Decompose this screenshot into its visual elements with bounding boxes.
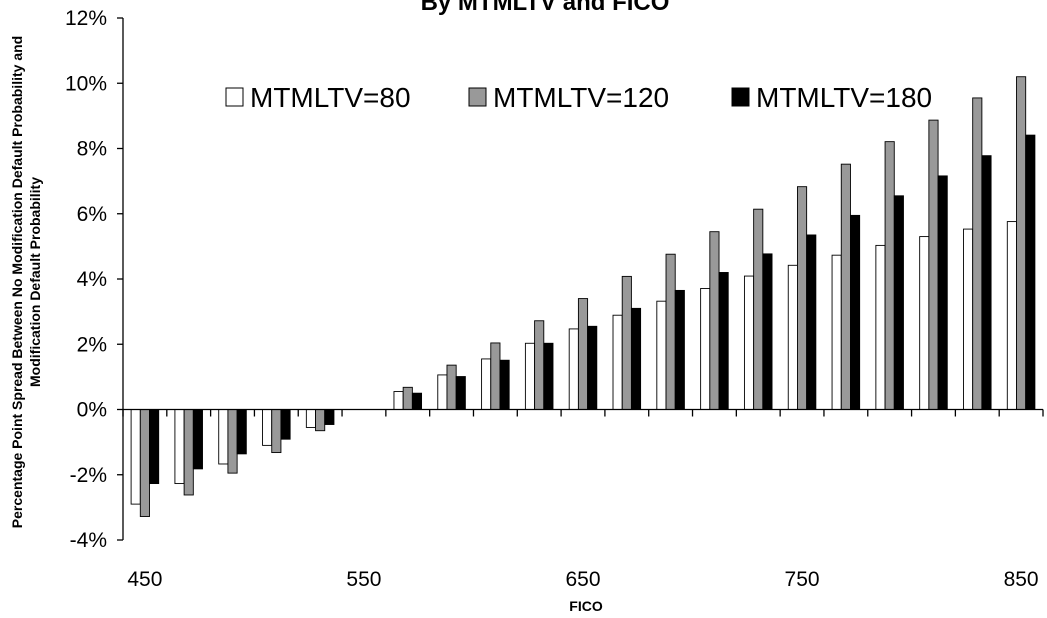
y-tick-label: 2% <box>77 333 107 356</box>
bar-mtmltv-80-510 <box>262 409 273 446</box>
bar-mtmltv-120-730 <box>753 208 764 410</box>
y-tick-label: 0% <box>77 399 107 422</box>
bar-mtmltv-180-470 <box>192 409 203 470</box>
bar-mtmltv-80-650 <box>568 328 579 410</box>
bar-mtmltv-80-470 <box>174 409 185 485</box>
bar-mtmltv-80-450 <box>130 409 141 505</box>
x-tick-label: 650 <box>565 568 600 591</box>
x-tick-label: 450 <box>127 568 162 591</box>
bar-mtmltv-180-570 <box>411 392 423 410</box>
y-axis-label: Percentage Point Spread Between No Modif… <box>9 36 43 528</box>
y-tick-label: -4% <box>70 529 107 552</box>
bar-mtmltv-180-610 <box>499 359 510 410</box>
legend-swatch-mtmltv-120 <box>468 87 487 107</box>
y-tick-label: 8% <box>77 138 107 161</box>
bar-mtmltv-120-630 <box>534 320 545 410</box>
bar-mtmltv-80-670 <box>612 314 623 410</box>
bar-mtmltv-80-710 <box>700 288 711 410</box>
bar-mtmltv-180-490 <box>236 409 247 455</box>
bar-mtmltv-120-750 <box>796 186 808 410</box>
bar-mtmltv-120-590 <box>446 364 457 410</box>
y-tick-label: 12% <box>65 7 107 30</box>
bar-mtmltv-80-750 <box>787 264 798 410</box>
bar-mtmltv-180-670 <box>630 307 642 410</box>
y-tick-label: 6% <box>77 203 107 226</box>
bar-mtmltv-120-830 <box>972 97 983 410</box>
bar-mtmltv-180-450 <box>149 409 160 485</box>
bar-mtmltv-180-790 <box>893 195 904 410</box>
bar-mtmltv-80-790 <box>875 244 886 410</box>
legend: MTMLTV=80 MTMLTV=120 MTMLTV=180 <box>225 82 932 113</box>
bar-mtmltv-80-530 <box>305 409 316 428</box>
bar-mtmltv-120-790 <box>884 141 895 410</box>
bar-mtmltv-80-850 <box>1006 221 1017 410</box>
bar-mtmltv-180-510 <box>280 409 291 440</box>
bar-mtmltv-120-450 <box>139 409 150 517</box>
bar-mtmltv-180-630 <box>543 342 554 410</box>
plot-area: -4% -2% 0% 2% 4% 6% 8% 10% 12% 450 550 650 750 850 <box>65 7 1044 591</box>
bar-mtmltv-120-670 <box>621 275 632 410</box>
bar-mtmltv-80-490 <box>218 409 229 465</box>
legend-label-mtmltv-120: MTMLTV=120 <box>493 82 669 113</box>
bar-mtmltv-120-710 <box>709 231 720 410</box>
bar-mtmltv-180-650 <box>587 325 598 410</box>
bar-mtmltv-80-830 <box>963 228 974 410</box>
y-tick-label: 10% <box>65 72 107 95</box>
bar-mtmltv-180-750 <box>806 234 817 410</box>
bar-mtmltv-180-530 <box>324 409 335 425</box>
bar-mtmltv-120-570 <box>402 386 413 410</box>
bar-mtmltv-120-510 <box>271 409 282 454</box>
bar-mtmltv-120-770 <box>840 163 851 410</box>
bar-mtmltv-80-690 <box>656 300 667 410</box>
x-tick-label: 750 <box>785 568 820 591</box>
bar-mtmltv-120-610 <box>490 342 501 410</box>
x-tick-label: 850 <box>1004 568 1039 591</box>
legend-label-mtmltv-180: MTMLTV=180 <box>756 82 932 113</box>
bar-mtmltv-120-690 <box>665 253 676 410</box>
bar-mtmltv-80-590 <box>437 374 448 410</box>
bar-mtmltv-180-810 <box>937 175 948 410</box>
y-axis-label-line2: Modification Default Probability <box>27 177 43 387</box>
bar-mtmltv-80-730 <box>743 275 755 410</box>
legend-swatch-mtmltv-80 <box>225 87 244 107</box>
bar-mtmltv-120-470 <box>183 409 194 496</box>
bar-mtmltv-180-770 <box>850 214 861 410</box>
bar-mtmltv-180-850 <box>1025 134 1036 410</box>
y-tick-label: -2% <box>70 464 107 487</box>
bar-mtmltv-120-850 <box>1016 76 1027 410</box>
bar-mtmltv-180-590 <box>455 376 466 410</box>
bar-mtmltv-80-770 <box>831 254 842 410</box>
legend-swatch-mtmltv-180 <box>731 87 750 107</box>
bar-mtmltv-120-810 <box>928 119 939 410</box>
bar-mtmltv-80-610 <box>481 358 492 410</box>
y-tick-label: 4% <box>77 268 107 291</box>
bar-mtmltv-120-530 <box>315 409 326 432</box>
chart-title: By MTMLTV and FICO <box>421 0 670 16</box>
bar-mtmltv-180-830 <box>981 155 992 410</box>
x-tick-label: 550 <box>346 568 381 591</box>
bar-mtmltv-80-570 <box>393 391 404 410</box>
bar-mtmltv-180-690 <box>674 289 685 410</box>
bar-mtmltv-80-630 <box>524 342 536 410</box>
y-axis-label-line1: Percentage Point Spread Between No Modif… <box>9 36 25 528</box>
x-axis-label: FICO <box>569 598 603 614</box>
bar-mtmltv-180-710 <box>718 272 729 410</box>
legend-label-mtmltv-80: MTMLTV=80 <box>250 82 411 113</box>
bar-mtmltv-120-490 <box>227 409 238 474</box>
bar-mtmltv-80-810 <box>919 236 930 410</box>
bar-mtmltv-120-650 <box>577 298 589 410</box>
bar-mtmltv-180-730 <box>762 253 773 410</box>
